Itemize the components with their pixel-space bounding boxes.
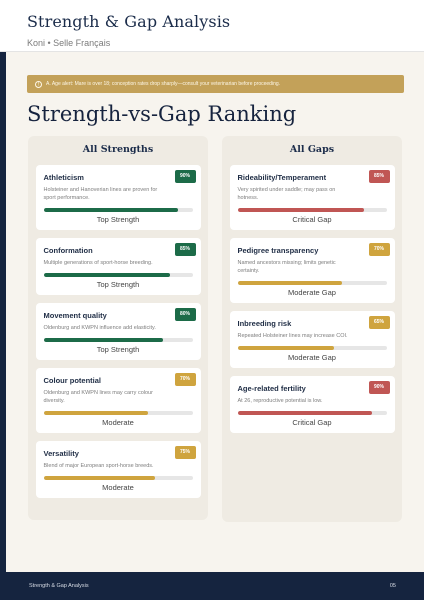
score-bar-fill bbox=[237, 346, 335, 350]
page-body: ! A. Age alert: Mare is over 18; concepti… bbox=[6, 52, 424, 572]
score-bar-fill bbox=[237, 208, 365, 212]
page-header: Strength & Gap Analysis Koni • Selle Fra… bbox=[0, 0, 424, 52]
page-number: 05 bbox=[389, 583, 396, 589]
score-badge: 65% bbox=[368, 316, 390, 329]
score-badge: 85% bbox=[368, 170, 390, 183]
score-bar-track bbox=[237, 411, 387, 415]
score-badge: 90% bbox=[174, 170, 196, 183]
score-badge: 70% bbox=[368, 243, 390, 256]
age-alert-banner: ! A. Age alert: Mare is over 18; concepti… bbox=[27, 75, 404, 93]
info-icon: ! bbox=[35, 81, 42, 88]
score-bar-track bbox=[43, 476, 193, 480]
score-bar-track bbox=[237, 208, 387, 212]
score-badge: 75% bbox=[174, 446, 196, 459]
score-bar-fill bbox=[43, 338, 163, 342]
score-bar-track bbox=[237, 346, 387, 350]
report-title: Strength & Gap Analysis bbox=[27, 12, 231, 31]
score-bar-fill bbox=[43, 476, 156, 480]
level-label: Moderate bbox=[102, 418, 134, 427]
card-description: Named ancestors missing; limits genetic … bbox=[237, 260, 336, 274]
gaps-column: All Gaps 85% Rideability/Temperament Very … bbox=[222, 136, 402, 522]
score-bar-fill bbox=[43, 208, 178, 212]
card-description: Very spirited under saddle; may pass on … bbox=[237, 187, 336, 201]
analysis-card: 70% Colour potential Oldenburg and KWPN li… bbox=[35, 368, 201, 433]
card-description: Multiple generations of sport-horse bree… bbox=[43, 260, 153, 266]
card-name: Movement quality bbox=[43, 311, 107, 320]
alert-text: A. Age alert: Mare is over 18; conceptio… bbox=[46, 81, 281, 87]
card-name: Versatility bbox=[43, 449, 79, 458]
footer-title: Strength & Gap Analysis bbox=[29, 583, 89, 589]
card-name: Rideability/Temperament bbox=[237, 173, 327, 182]
analysis-card: 85% Rideability/Temperament Very spirited … bbox=[229, 165, 395, 230]
card-name: Colour potential bbox=[43, 376, 102, 385]
score-bar-fill bbox=[237, 411, 372, 415]
score-bar-fill bbox=[43, 273, 171, 277]
level-label: Top Strength bbox=[96, 280, 140, 289]
strengths-list: 90% Athleticism Holsteiner and Hanoverian … bbox=[34, 165, 202, 498]
page-spine bbox=[0, 52, 6, 572]
level-label: Moderate Gap bbox=[288, 288, 336, 297]
analysis-card: 90% Age-related fertility At 26, reproduct… bbox=[229, 376, 395, 433]
score-badge: 70% bbox=[174, 373, 196, 386]
level-label: Top Strength bbox=[96, 345, 140, 354]
analysis-card: 75% Versatility Blend of major European sp… bbox=[35, 441, 201, 498]
score-bar-track bbox=[43, 338, 193, 342]
card-name: Athleticism bbox=[43, 173, 84, 182]
level-label: Moderate Gap bbox=[288, 353, 336, 362]
level-label: Critical Gap bbox=[292, 418, 332, 427]
report-subtitle: Koni • Selle Français bbox=[27, 38, 111, 48]
score-bar-track bbox=[43, 273, 193, 277]
level-label: Top Strength bbox=[96, 215, 140, 224]
level-label: Moderate bbox=[102, 483, 134, 492]
card-description: Oldenburg and KWPN influence add elastic… bbox=[43, 325, 156, 331]
strengths-column: All Strengths 90% Athleticism Holsteiner a… bbox=[28, 136, 208, 520]
analysis-card: 90% Athleticism Holsteiner and Hanoverian … bbox=[35, 165, 201, 230]
score-bar-track bbox=[43, 411, 193, 415]
card-description: At 26, reproductive potential is low. bbox=[237, 398, 323, 404]
score-bar-track bbox=[43, 208, 193, 212]
card-name: Age-related fertility bbox=[237, 384, 306, 393]
score-badge: 80% bbox=[174, 308, 196, 321]
card-name: Conformation bbox=[43, 246, 93, 255]
page-title: Strength-vs-Gap Ranking bbox=[27, 102, 297, 126]
analysis-card: 70% Pedigree transparency Named ancestors … bbox=[229, 238, 395, 303]
score-badge: 85% bbox=[174, 243, 196, 256]
page-footer: Strength & Gap Analysis 05 bbox=[0, 572, 424, 600]
card-description: Oldenburg and KWPN lines may carry colou… bbox=[43, 390, 153, 404]
analysis-card: 65% Inbreeding risk Repeated Holsteiner li… bbox=[229, 311, 395, 368]
card-name: Inbreeding risk bbox=[237, 319, 292, 328]
card-description: Blend of major European sport-horse bree… bbox=[43, 463, 154, 469]
card-name: Pedigree transparency bbox=[237, 246, 319, 255]
analysis-card: 80% Movement quality Oldenburg and KWPN in… bbox=[35, 303, 201, 360]
score-bar-fill bbox=[237, 281, 342, 285]
card-description: Repeated Holsteiner lines may increase C… bbox=[237, 333, 348, 339]
gaps-list: 85% Rideability/Temperament Very spirited … bbox=[228, 165, 396, 433]
score-bar-fill bbox=[43, 411, 148, 415]
score-bar-track bbox=[237, 281, 387, 285]
strengths-column-title: All Strengths bbox=[82, 144, 154, 155]
score-badge: 90% bbox=[368, 381, 390, 394]
analysis-card: 85% Conformation Multiple generations of s… bbox=[35, 238, 201, 295]
gaps-column-title: All Gaps bbox=[289, 144, 335, 155]
level-label: Critical Gap bbox=[292, 215, 332, 224]
card-description: Holsteiner and Hanoverian lines are prov… bbox=[43, 187, 158, 201]
